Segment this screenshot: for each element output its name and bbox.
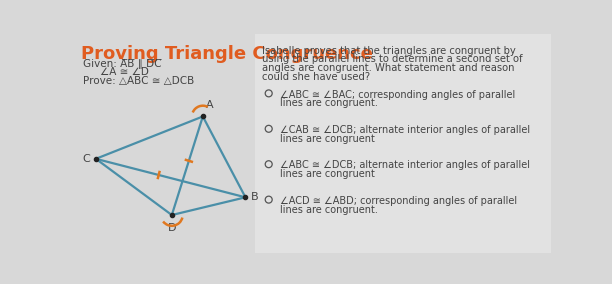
Text: C: C <box>83 154 91 164</box>
FancyBboxPatch shape <box>255 34 551 253</box>
Text: ∠ABC ≅ ∠DCB; alternate interior angles of parallel: ∠ABC ≅ ∠DCB; alternate interior angles o… <box>280 160 529 170</box>
Text: lines are congruent.: lines are congruent. <box>280 98 378 108</box>
Text: Given: A̅B̅ ∥ D̅C̅: Given: A̅B̅ ∥ D̅C̅ <box>83 59 161 69</box>
Text: lines are congruent: lines are congruent <box>280 169 375 179</box>
Text: A: A <box>206 100 214 110</box>
Text: lines are congruent: lines are congruent <box>280 134 375 144</box>
Text: Given: AB ∥ DC: Given: AB ∥ DC <box>83 59 161 69</box>
Text: could she have used?: could she have used? <box>263 72 371 82</box>
Text: D: D <box>168 223 176 233</box>
Text: ∠ACD ≅ ∠ABD; corresponding angles of parallel: ∠ACD ≅ ∠ABD; corresponding angles of par… <box>280 196 517 206</box>
Text: B: B <box>251 192 258 202</box>
Text: ∠A ≅ ∠D: ∠A ≅ ∠D <box>100 67 149 77</box>
Text: lines are congruent.: lines are congruent. <box>280 205 378 215</box>
Text: ∠ABC ≅ ∠BAC; corresponding angles of parallel: ∠ABC ≅ ∠BAC; corresponding angles of par… <box>280 89 515 99</box>
Text: Prove: △ABC ≅ △DCB: Prove: △ABC ≅ △DCB <box>83 76 194 86</box>
Text: ∠CAB ≅ ∠DCB; alternate interior angles of parallel: ∠CAB ≅ ∠DCB; alternate interior angles o… <box>280 125 529 135</box>
Text: angles are congruent. What statement and reason: angles are congruent. What statement and… <box>263 63 515 73</box>
Text: Isabelle proves that the triangles are congruent by: Isabelle proves that the triangles are c… <box>263 46 517 56</box>
Text: Proving Triangle Congruence: Proving Triangle Congruence <box>81 45 373 63</box>
Text: using the parallel lines to determine a second set of: using the parallel lines to determine a … <box>263 55 523 64</box>
